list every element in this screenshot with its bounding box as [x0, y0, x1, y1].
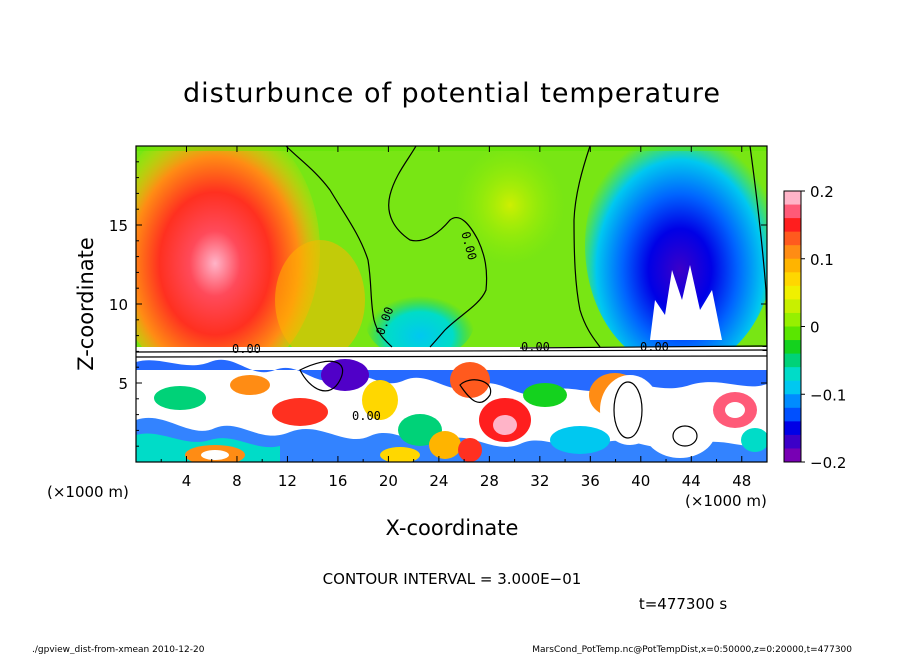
chart-title: disturbunce of potential temperature — [183, 78, 721, 109]
y-axis: 5 10 15 — [109, 161, 767, 447]
footer-left: ./gpview_dist-from-xmean 2010-12-20 — [32, 645, 205, 654]
x-unit-right: (×1000 m) — [685, 492, 767, 510]
x-tick-label: 40 — [631, 472, 650, 490]
positive-anomaly-fringe — [275, 240, 365, 360]
colorbar-tick-label: −0.2 — [810, 454, 846, 472]
negative-anomaly-region — [585, 146, 767, 370]
contour-label: 0.00 — [232, 342, 261, 356]
colorbar-swatch — [784, 353, 801, 368]
contour-interval-text: CONTOUR INTERVAL = 3.000E−01 — [323, 570, 582, 588]
x-tick-label: 16 — [328, 472, 347, 490]
time-text: t=477300 s — [639, 595, 727, 613]
footer-right: MarsCond_PotTemp.nc@PotTempDist,x=0:5000… — [532, 645, 852, 654]
colorbar-tick-label: 0 — [810, 319, 820, 337]
colorbar-swatch — [784, 245, 801, 260]
x-tick-label: 32 — [530, 472, 549, 490]
x-tick-label: 24 — [429, 472, 448, 490]
heatmap-field: 0.00 0.00 0.00 0.00 0.00 0.00 — [136, 146, 767, 462]
colorbar-swatch — [784, 299, 801, 314]
plot-area: 0.00 0.00 0.00 0.00 0.00 0.00 4 8 12 16 20 24… — [109, 145, 768, 490]
colorbar: 0.2 0.1 0 −0.1 −0.2 — [783, 183, 846, 472]
colorbar-swatch — [784, 407, 801, 422]
colorbar-swatch — [784, 434, 801, 449]
x-tick-label: 4 — [182, 472, 192, 490]
x-unit-left: (×1000 m) — [47, 483, 129, 501]
y-tick-label: 15 — [109, 217, 128, 235]
positive-anomaly-region — [136, 146, 320, 385]
top-band — [136, 146, 767, 151]
colorbar-swatch — [784, 285, 801, 300]
contour-lines — [136, 146, 767, 447]
contour-label: 0.00 — [521, 340, 550, 354]
x-tick-label: 8 — [232, 472, 242, 490]
colorbar-tick-label: −0.1 — [810, 386, 846, 404]
colorbar-swatch — [784, 218, 801, 233]
colorbar-swatch — [784, 231, 801, 246]
colorbar-swatch — [784, 340, 801, 355]
colorbar-swatch — [784, 326, 801, 341]
colorbar-swatch — [784, 421, 801, 436]
colorbar-swatch — [784, 204, 801, 219]
colorbar-swatch — [784, 380, 801, 395]
x-tick-label: 28 — [480, 472, 499, 490]
negative-anomaly-core — [650, 265, 722, 340]
colorbar-swatch — [784, 191, 801, 206]
colorbar-swatch — [784, 367, 801, 382]
weak-negative-region — [365, 280, 475, 360]
x-axis-label: X-coordinate — [386, 516, 519, 540]
colorbar-swatch — [784, 312, 801, 327]
x-axis: 4 8 12 16 20 24 28 32 36 40 44 48 — [160, 146, 751, 490]
contour-label: 0.00 — [640, 340, 669, 354]
colorbar-swatch — [784, 272, 801, 287]
colorbar-swatch — [784, 448, 801, 463]
colorbar-swatch — [784, 258, 801, 273]
x-tick-label: 44 — [682, 472, 701, 490]
y-axis-label: Z-coordinate — [74, 237, 98, 371]
x-tick-label: 36 — [581, 472, 600, 490]
x-tick-label: 48 — [732, 472, 751, 490]
x-tick-label: 20 — [379, 472, 398, 490]
colorbar-tick-label: 0.1 — [810, 251, 834, 269]
x-tick-label: 12 — [278, 472, 297, 490]
contour-label: 0.00 — [352, 409, 381, 423]
lower-layer-turbulence — [136, 359, 767, 462]
colorbar-swatch — [784, 394, 801, 409]
y-tick-label: 5 — [118, 375, 128, 393]
weak-positive-region — [455, 146, 565, 265]
colorbar-tick-label: 0.2 — [810, 183, 834, 201]
y-tick-label: 10 — [109, 296, 128, 314]
